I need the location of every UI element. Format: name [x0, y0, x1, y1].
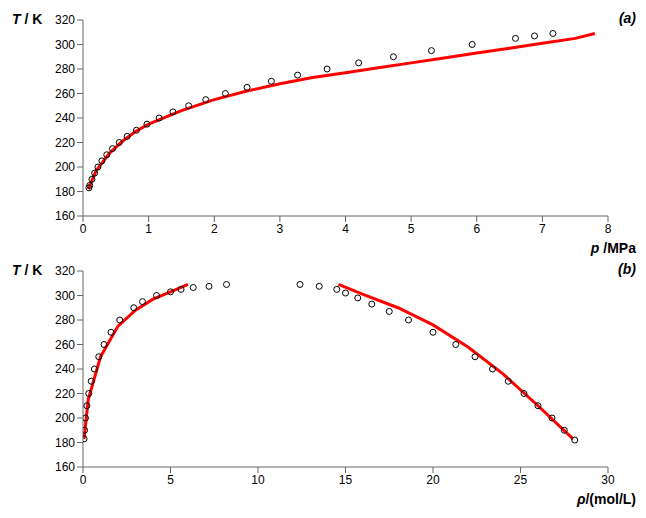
svg-text:160: 160 — [55, 460, 75, 474]
svg-text:2: 2 — [211, 222, 218, 236]
svg-text:300: 300 — [55, 38, 75, 52]
svg-text:4: 4 — [342, 222, 349, 236]
svg-text:8: 8 — [605, 222, 612, 236]
html-text:ρ /(mol/L): ρ /(mol/L) — [577, 491, 636, 507]
svg-text:320: 320 — [55, 264, 75, 278]
svg-text:180: 180 — [55, 185, 75, 199]
svg-text:240: 240 — [55, 111, 75, 125]
svg-text:320: 320 — [55, 13, 75, 27]
html-text:(b): (b) — [618, 261, 636, 277]
html-text:T / K: T / K — [12, 262, 43, 278]
svg-text:160: 160 — [55, 209, 75, 223]
svg-text:200: 200 — [55, 160, 75, 174]
svg-text:0: 0 — [80, 222, 87, 236]
html-text:p /MPa: p /MPa — [590, 240, 636, 256]
svg-text:15: 15 — [339, 473, 353, 487]
svg-text:30: 30 — [601, 473, 615, 487]
svg-text:200: 200 — [55, 411, 75, 425]
svg-text:220: 220 — [55, 387, 75, 401]
svg-text:220: 220 — [55, 136, 75, 150]
svg-text:7: 7 — [539, 222, 546, 236]
svg-text:260: 260 — [55, 338, 75, 352]
svg-text:25: 25 — [514, 473, 528, 487]
svg-text:280: 280 — [55, 313, 75, 327]
svg-text:20: 20 — [426, 473, 440, 487]
svg-text:300: 300 — [55, 289, 75, 303]
svg-text:6: 6 — [473, 222, 480, 236]
svg-text:0: 0 — [80, 473, 87, 487]
svg-text:3: 3 — [277, 222, 284, 236]
svg-text:280: 280 — [55, 62, 75, 76]
html-text:(a): (a) — [618, 10, 636, 26]
html-text:T / K: T / K — [12, 11, 43, 27]
svg-text:5: 5 — [167, 473, 174, 487]
svg-text:5: 5 — [408, 222, 415, 236]
svg-text:10: 10 — [251, 473, 265, 487]
svg-text:260: 260 — [55, 87, 75, 101]
svg-text:180: 180 — [55, 436, 75, 450]
svg-text:240: 240 — [55, 362, 75, 376]
svg-text:1: 1 — [145, 222, 152, 236]
